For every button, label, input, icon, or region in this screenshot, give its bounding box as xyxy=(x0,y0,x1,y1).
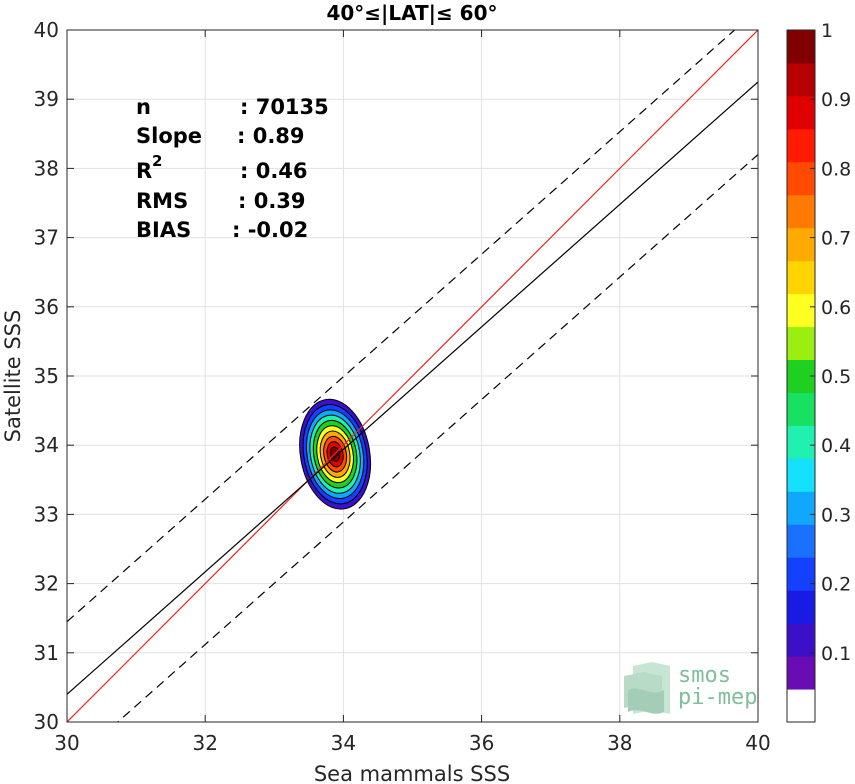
colorbar-tick-label: 0.2 xyxy=(821,574,851,596)
y-tick-label: 31 xyxy=(34,641,59,665)
colorbar-segment xyxy=(787,491,815,525)
y-tick-label: 40 xyxy=(34,18,59,42)
upper-line xyxy=(67,30,736,623)
colorbar-segment xyxy=(787,161,815,196)
x-tick-label: 32 xyxy=(192,731,217,755)
x-tick-label: 30 xyxy=(54,731,79,755)
stat-label-n: n xyxy=(136,95,151,119)
y-axis-label: Satellite SSS xyxy=(1,310,25,443)
grid xyxy=(67,30,758,722)
colorbar-segment xyxy=(787,425,815,459)
stat-label-slope: Slope xyxy=(136,124,202,148)
colorbar-segment xyxy=(787,260,815,295)
colorbar-segment xyxy=(787,590,815,624)
y-tick-label: 36 xyxy=(34,295,59,319)
colorbar-tick-label: 1 xyxy=(821,20,833,42)
colorbar-segment xyxy=(787,62,815,97)
stats-box: n : 70135 Slope : 0.89 R 2 : 0.46 RMS : … xyxy=(136,95,329,242)
logo-mark-icon xyxy=(624,662,670,714)
x-tick-label: 40 xyxy=(745,731,770,755)
stat-label-bias: BIAS xyxy=(136,218,191,242)
colorbar-segment xyxy=(787,557,815,591)
colorbar-segment xyxy=(787,623,815,657)
colorbar-segment xyxy=(787,458,815,492)
y-axis-ticks: 30 31 32 33 34 35 36 37 38 39 40 xyxy=(34,18,758,734)
colorbar-tick-label: 0.5 xyxy=(821,366,851,388)
stat-label-r2: R xyxy=(136,159,152,183)
colorbar-tick-label: 0.1 xyxy=(821,643,851,665)
stat-value-bias: : -0.02 xyxy=(232,218,308,242)
colorbar-segment xyxy=(787,128,815,163)
colorbar-segment xyxy=(787,689,815,723)
colorbar-segment xyxy=(787,392,815,426)
stat-label-r2-sup: 2 xyxy=(152,152,162,170)
stat-value-slope: : 0.89 xyxy=(237,124,305,148)
colorbar-segment xyxy=(787,194,815,229)
x-axis-ticks: 30 32 34 36 38 40 xyxy=(54,30,771,755)
logo-text-pimep: pi-mep xyxy=(678,685,757,710)
colorbar xyxy=(786,29,816,723)
logo-text-smos: smos xyxy=(678,663,731,688)
x-tick-label: 34 xyxy=(331,731,356,755)
stat-value-n: : 70135 xyxy=(240,95,329,119)
y-tick-label: 37 xyxy=(34,226,59,250)
colorbar-segment xyxy=(787,95,815,130)
stat-value-rms: : 0.39 xyxy=(238,189,306,213)
colorbar-tick-label: 0.8 xyxy=(821,158,851,180)
colorbar-tick-label: 0.4 xyxy=(821,435,851,457)
y-tick-label: 34 xyxy=(34,433,59,457)
colorbar-ticks: 0.1 0.2 0.3 0.4 0.5 0.6 0.7 0.8 0.9 1 xyxy=(810,20,851,665)
y-tick-label: 35 xyxy=(34,364,59,388)
x-tick-label: 36 xyxy=(469,731,494,755)
colorbar-tick-label: 0.9 xyxy=(821,89,851,111)
stat-value-r2: : 0.46 xyxy=(240,159,308,183)
x-tick-label: 38 xyxy=(607,731,632,755)
y-tick-label: 32 xyxy=(34,572,59,596)
y-tick-label: 38 xyxy=(34,156,59,180)
colorbar-tick-label: 0.3 xyxy=(821,504,851,526)
regression-line xyxy=(67,81,758,695)
reference-lines xyxy=(67,30,758,722)
smos-pimep-logo: smos pi-mep xyxy=(624,662,757,714)
colorbar-segment xyxy=(787,293,815,328)
colorbar-segment xyxy=(787,227,815,262)
colorbar-tick-label: 0.6 xyxy=(821,297,851,319)
y-tick-label: 30 xyxy=(34,710,59,734)
stat-label-rms: RMS xyxy=(136,189,188,213)
y-tick-label: 33 xyxy=(34,502,59,526)
colorbar-segment xyxy=(787,656,815,690)
colorbar-tick-label: 0.7 xyxy=(821,228,851,250)
identity-line xyxy=(67,30,758,722)
chart-title: 40°≤|LAT|≤ 60° xyxy=(326,1,497,25)
y-tick-label: 39 xyxy=(34,87,59,111)
x-axis-label: Sea mammals SSS xyxy=(314,762,510,784)
colorbar-segment xyxy=(787,326,815,361)
lower-line xyxy=(116,154,758,722)
colorbar-segment xyxy=(787,524,815,558)
colorbar-segment xyxy=(787,30,815,64)
